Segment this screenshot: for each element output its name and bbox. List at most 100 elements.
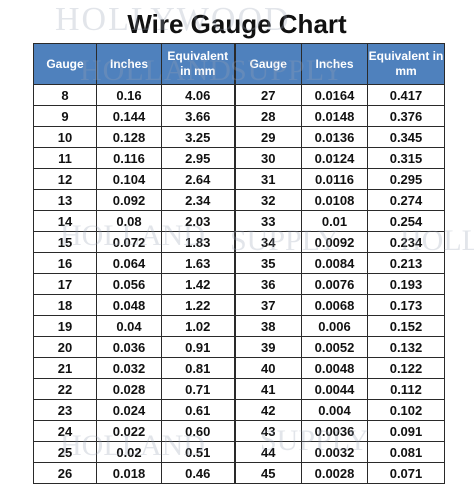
column-header-gauge: Gauge <box>33 43 97 85</box>
inches-cell: 0.0148 <box>301 105 368 127</box>
inches-cell: 0.072 <box>96 231 162 253</box>
mm-cell: 0.274 <box>367 189 445 211</box>
mm-cell: 1.22 <box>161 294 235 316</box>
gauge-cell: 32 <box>233 189 302 211</box>
table-row: 15 0.072 1.83 34 0.0092 0.234 <box>33 231 445 253</box>
inches-cell: 0.0048 <box>301 357 368 379</box>
gauge-cell: 25 <box>33 441 97 463</box>
mm-cell: 0.417 <box>367 84 445 106</box>
gauge-cell: 39 <box>233 336 302 358</box>
inches-cell: 0.144 <box>96 105 162 127</box>
inches-cell: 0.004 <box>301 399 368 421</box>
gauge-cell: 24 <box>33 420 97 442</box>
column-header-inches: Inches <box>96 43 162 85</box>
mm-cell: 0.081 <box>367 441 445 463</box>
gauge-cell: 20 <box>33 336 97 358</box>
gauge-cell: 45 <box>233 462 302 484</box>
column-header-gauge: Gauge <box>233 43 302 85</box>
mm-cell: 0.112 <box>367 378 445 400</box>
inches-cell: 0.0052 <box>301 336 368 358</box>
table-row: 11 0.116 2.95 30 0.0124 0.315 <box>33 147 445 169</box>
mm-cell: 0.91 <box>161 336 235 358</box>
mm-cell: 3.25 <box>161 126 235 148</box>
mm-cell: 2.03 <box>161 210 235 232</box>
table-row: 17 0.056 1.42 36 0.0076 0.193 <box>33 273 445 295</box>
inches-cell: 0.0036 <box>301 420 368 442</box>
inches-cell: 0.02 <box>96 441 162 463</box>
mm-cell: 0.376 <box>367 105 445 127</box>
gauge-cell: 27 <box>233 84 302 106</box>
gauge-cell: 29 <box>233 126 302 148</box>
page-title: Wire Gauge Chart <box>127 9 347 39</box>
table-row: 18 0.048 1.22 37 0.0068 0.173 <box>33 294 445 316</box>
gauge-cell: 16 <box>33 252 97 274</box>
gauge-cell: 43 <box>233 420 302 442</box>
table-header: Gauge Inches Equivalent in mm Gauge Inch… <box>33 43 445 85</box>
table-row: 24 0.022 0.60 43 0.0036 0.091 <box>33 420 445 442</box>
gauge-cell: 13 <box>33 189 97 211</box>
inches-cell: 0.04 <box>96 315 162 337</box>
table-row: 13 0.092 2.34 32 0.0108 0.274 <box>33 189 445 211</box>
mm-cell: 4.06 <box>161 84 235 106</box>
gauge-cell: 31 <box>233 168 302 190</box>
gauge-cell: 9 <box>33 105 97 127</box>
inches-cell: 0.006 <box>301 315 368 337</box>
gauge-cell: 8 <box>33 84 97 106</box>
table-row: 25 0.02 0.51 44 0.0032 0.081 <box>33 441 445 463</box>
mm-cell: 0.122 <box>367 357 445 379</box>
mm-cell: 0.234 <box>367 231 445 253</box>
gauge-cell: 44 <box>233 441 302 463</box>
table-row: 16 0.064 1.63 35 0.0084 0.213 <box>33 252 445 274</box>
column-header-inches: Inches <box>301 43 368 85</box>
mm-cell: 1.42 <box>161 273 235 295</box>
gauge-cell: 35 <box>233 252 302 274</box>
mm-cell: 0.61 <box>161 399 235 421</box>
table-row: 19 0.04 1.02 38 0.006 0.152 <box>33 315 445 337</box>
table-row: 10 0.128 3.25 29 0.0136 0.345 <box>33 126 445 148</box>
gauge-cell: 36 <box>233 273 302 295</box>
inches-cell: 0.028 <box>96 378 162 400</box>
mm-cell: 0.71 <box>161 378 235 400</box>
gauge-cell: 38 <box>233 315 302 337</box>
table-row: 23 0.024 0.61 42 0.004 0.102 <box>33 399 445 421</box>
mm-cell: 0.51 <box>161 441 235 463</box>
inches-cell: 0.056 <box>96 273 162 295</box>
gauge-cell: 11 <box>33 147 97 169</box>
inches-cell: 0.036 <box>96 336 162 358</box>
gauge-cell: 22 <box>33 378 97 400</box>
table-row: 20 0.036 0.91 39 0.0052 0.132 <box>33 336 445 358</box>
mm-cell: 1.63 <box>161 252 235 274</box>
inches-cell: 0.0092 <box>301 231 368 253</box>
gauge-cell: 19 <box>33 315 97 337</box>
mm-cell: 0.132 <box>367 336 445 358</box>
inches-cell: 0.0028 <box>301 462 368 484</box>
inches-cell: 0.0136 <box>301 126 368 148</box>
mm-cell: 1.02 <box>161 315 235 337</box>
inches-cell: 0.0124 <box>301 147 368 169</box>
mm-cell: 0.60 <box>161 420 235 442</box>
gauge-cell: 40 <box>233 357 302 379</box>
mm-cell: 0.102 <box>367 399 445 421</box>
gauge-cell: 34 <box>233 231 302 253</box>
mm-cell: 0.193 <box>367 273 445 295</box>
inches-cell: 0.08 <box>96 210 162 232</box>
mm-cell: 1.83 <box>161 231 235 253</box>
inches-cell: 0.0164 <box>301 84 368 106</box>
inches-cell: 0.024 <box>96 399 162 421</box>
inches-cell: 0.018 <box>96 462 162 484</box>
mm-cell: 0.213 <box>367 252 445 274</box>
inches-cell: 0.064 <box>96 252 162 274</box>
mm-cell: 0.091 <box>367 420 445 442</box>
table-row: 9 0.144 3.66 28 0.0148 0.376 <box>33 105 445 127</box>
inches-cell: 0.0084 <box>301 252 368 274</box>
table-body: 8 0.16 4.06 27 0.0164 0.417 9 0.144 3.66 28 0.0148… <box>33 84 445 484</box>
inches-cell: 0.048 <box>96 294 162 316</box>
inches-cell: 0.032 <box>96 357 162 379</box>
mm-cell: 3.66 <box>161 105 235 127</box>
table-row: 26 0.018 0.46 45 0.0028 0.071 <box>33 462 445 484</box>
mm-cell: 0.315 <box>367 147 445 169</box>
column-header-mm: Equivalent in mm <box>161 43 235 85</box>
inches-cell: 0.0044 <box>301 378 368 400</box>
mm-cell: 0.46 <box>161 462 235 484</box>
inches-cell: 0.104 <box>96 168 162 190</box>
